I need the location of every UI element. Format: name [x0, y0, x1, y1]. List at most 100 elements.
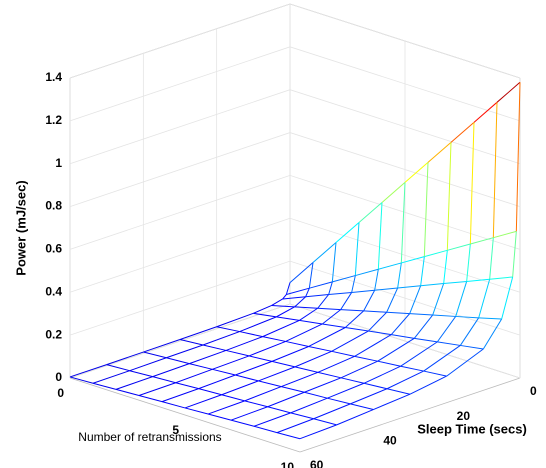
mesh-line [115, 376, 153, 390]
mesh-line [179, 326, 217, 340]
mesh-line [336, 409, 374, 426]
mesh-line [129, 357, 167, 372]
mesh-line [322, 309, 341, 325]
mesh-line [225, 336, 263, 351]
mesh-line [281, 371, 319, 388]
mesh-line [363, 310, 387, 313]
mesh-line [390, 313, 411, 335]
mesh-line [202, 331, 240, 346]
mesh-line [216, 326, 240, 333]
mesh-line [313, 418, 337, 426]
mesh-line [313, 403, 351, 420]
z-tick-label: 0 [55, 370, 62, 384]
mesh-line [455, 315, 479, 319]
mesh-line [340, 309, 364, 312]
z-tick-label: 0.2 [45, 327, 62, 341]
mesh-line [423, 345, 461, 372]
mesh-line [248, 355, 273, 362]
mesh-line [312, 242, 337, 263]
mesh-line [368, 330, 392, 336]
mesh-line [335, 222, 360, 243]
mesh-line [450, 121, 475, 143]
mesh-line [469, 122, 475, 245]
mesh-line [248, 340, 286, 357]
mesh-line [239, 316, 277, 333]
mesh-line [271, 360, 296, 368]
mesh-line [289, 262, 314, 283]
mesh-line [344, 310, 365, 328]
grid-line [69, 175, 521, 250]
y-tick-label: 0 [530, 384, 537, 398]
mesh-line [367, 311, 388, 332]
mesh-line [374, 269, 379, 291]
mesh-line [184, 394, 222, 409]
mesh-line [317, 294, 330, 309]
mesh-line [482, 318, 503, 350]
axis-edge [69, 377, 301, 453]
mesh-line [424, 249, 448, 258]
mesh-line [276, 418, 314, 434]
mesh-line [106, 351, 144, 366]
z-tick-label: 0.8 [45, 199, 62, 213]
mesh-line [115, 388, 140, 396]
mesh-line [253, 425, 278, 434]
mesh-line [161, 401, 186, 409]
mesh-line [374, 287, 398, 291]
mesh-line [515, 82, 521, 232]
mesh-line [386, 287, 399, 313]
mesh-line [327, 397, 351, 405]
mesh-line [202, 344, 227, 351]
mesh-line [299, 424, 337, 440]
mesh-line [478, 279, 491, 318]
grid-line [69, 3, 521, 79]
mesh-line [322, 323, 346, 328]
mesh-line [512, 231, 517, 278]
mesh-line [294, 306, 318, 309]
mesh-line [221, 394, 245, 402]
mesh-line [466, 243, 471, 282]
mesh-line [470, 237, 494, 245]
y-tick-label: 40 [383, 434, 397, 448]
mesh-line [331, 242, 337, 282]
mesh-line [473, 101, 498, 123]
mesh-line [331, 330, 369, 352]
mesh-line [478, 317, 502, 320]
mesh-line [175, 368, 213, 384]
mesh-line [501, 276, 514, 320]
mesh-line [391, 334, 415, 339]
mesh-line [282, 296, 306, 300]
x-axis-label: Number of retransmissions [78, 430, 221, 444]
mesh-line [386, 370, 424, 390]
mesh-line [386, 388, 411, 395]
mesh-line [327, 382, 365, 399]
mesh-line [294, 350, 332, 368]
x-tick-label: 0 [57, 386, 64, 400]
mesh-line [216, 312, 254, 328]
mesh-line [373, 393, 411, 411]
grid-line [69, 89, 521, 165]
mesh-line [271, 298, 283, 306]
mesh-line [328, 291, 352, 295]
mesh-line [377, 337, 415, 362]
mesh-line [198, 388, 222, 396]
mesh-line [69, 364, 107, 378]
mesh-line [143, 339, 181, 353]
mesh-line [267, 391, 305, 408]
mesh-line [305, 288, 310, 297]
mesh-line [189, 349, 227, 365]
mesh-line [443, 280, 467, 284]
mesh-line [189, 363, 213, 370]
mesh-line [262, 336, 286, 342]
mesh-line [332, 275, 356, 283]
mesh-line [447, 243, 471, 251]
mesh-line [423, 162, 429, 257]
mesh-line [299, 307, 318, 321]
mesh-line [138, 395, 163, 403]
mesh-line [304, 391, 328, 399]
mesh-line [207, 400, 245, 415]
mesh-line [351, 289, 375, 293]
mesh-line [230, 419, 255, 427]
mesh-line [308, 345, 332, 352]
mesh-line [244, 386, 282, 402]
grid-line [69, 217, 521, 293]
